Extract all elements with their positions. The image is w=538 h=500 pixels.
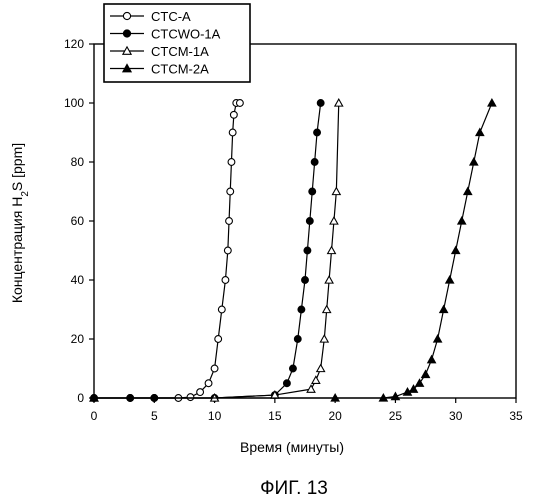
- data-point-ctcm-2a: [476, 129, 484, 136]
- series-ctc-a: [91, 100, 244, 402]
- data-point-ctcm-1a: [323, 306, 331, 313]
- data-point-ctc-a: [224, 247, 231, 254]
- series-line-ctcm-2a: [94, 103, 492, 398]
- legend-label-ctcm-2a: CTCM-2A: [151, 62, 209, 77]
- y-axis-title: Концентрация H2S [ppm]: [9, 143, 31, 303]
- data-point-ctcm-1a: [325, 276, 333, 283]
- data-point-ctcm-2a: [458, 217, 466, 224]
- y-axis-title-main: Концентрация H: [9, 197, 25, 303]
- data-point-ctcm-1a: [328, 247, 336, 254]
- data-point-ctcm-1a: [332, 188, 340, 195]
- x-tick-label: 15: [268, 409, 282, 423]
- data-point-ctcm-1a: [312, 376, 320, 383]
- y-tick-label: 40: [71, 273, 85, 287]
- data-point-ctcwo-1a: [284, 380, 291, 387]
- x-tick-label: 20: [328, 409, 342, 423]
- data-point-ctc-a: [222, 277, 229, 284]
- data-point-ctcwo-1a: [290, 365, 297, 372]
- data-point-ctcm-2a: [464, 188, 472, 195]
- x-tick-label: 0: [91, 409, 98, 423]
- data-point-ctcm-2a: [440, 306, 448, 313]
- data-point-ctcm-2a: [488, 99, 496, 106]
- x-tick-label: 30: [449, 409, 463, 423]
- legend-marker-ctc-a: [123, 12, 130, 19]
- data-point-ctc-a: [197, 389, 204, 396]
- legend: CTC-A CTCWO-1A CTCM-1A CTCM-2A: [104, 4, 250, 82]
- plot-frame: [94, 44, 516, 398]
- data-point-ctc-a: [230, 111, 237, 118]
- series-line-ctcwo-1a: [94, 103, 321, 398]
- data-point-ctcwo-1a: [306, 218, 313, 225]
- figure-caption: ФИГ. 13: [260, 478, 328, 499]
- data-point-ctcm-2a: [416, 379, 424, 386]
- data-point-ctcwo-1a: [298, 306, 305, 313]
- series-line-ctc-a: [94, 103, 240, 398]
- data-point-ctcm-2a: [452, 247, 460, 254]
- data-point-ctcm-1a: [330, 217, 338, 224]
- data-point-ctcm-2a: [446, 276, 454, 283]
- data-point-ctc-a: [227, 188, 234, 195]
- data-point-ctc-a: [228, 159, 235, 166]
- y-tick-label: 20: [71, 332, 85, 346]
- y-tick-label: 100: [64, 96, 84, 110]
- legend-label-ctc-a: CTC-A: [151, 9, 191, 24]
- x-tick-label: 35: [509, 409, 523, 423]
- y-tick-label: 120: [64, 37, 84, 51]
- data-point-ctcm-1a: [307, 385, 315, 392]
- data-point-ctcm-1a: [335, 99, 343, 106]
- data-point-ctc-a: [205, 380, 212, 387]
- legend-label-ctcm-1a: CTCM-1A: [151, 44, 209, 59]
- data-point-ctcwo-1a: [309, 188, 316, 195]
- data-point-ctcwo-1a: [311, 159, 318, 166]
- data-point-ctc-a: [236, 100, 243, 107]
- data-point-ctcwo-1a: [302, 277, 309, 284]
- x-axis-title: Время (минуты): [240, 439, 344, 455]
- legend-label-ctcwo-1a: CTCWO-1A: [151, 27, 221, 42]
- data-point-ctc-a: [211, 365, 218, 372]
- data-point-ctcm-2a: [434, 335, 442, 342]
- data-point-ctcm-2a: [428, 356, 436, 363]
- data-point-ctcm-1a: [320, 335, 328, 342]
- series-ctcm-2a: [90, 99, 496, 401]
- data-point-ctc-a: [218, 306, 225, 313]
- data-point-ctc-a: [187, 394, 194, 401]
- data-point-ctc-a: [215, 336, 222, 343]
- data-point-ctcm-2a: [470, 158, 478, 165]
- data-point-ctcwo-1a: [317, 100, 324, 107]
- x-tick-label: 5: [151, 409, 158, 423]
- data-point-ctc-a: [229, 129, 236, 136]
- y-tick-label: 80: [71, 155, 85, 169]
- data-point-ctc-a: [226, 218, 233, 225]
- x-tick-label: 25: [389, 409, 403, 423]
- x-tick-label: 10: [208, 409, 222, 423]
- y-tick-label: 0: [77, 391, 84, 405]
- data-point-ctcm-1a: [317, 365, 325, 372]
- y-tick-label: 60: [71, 214, 85, 228]
- data-point-ctcwo-1a: [314, 129, 321, 136]
- data-point-ctcm-2a: [422, 370, 430, 377]
- legend-marker-ctcwo-1a: [123, 30, 130, 37]
- series-ctcwo-1a: [91, 100, 324, 402]
- data-point-ctcwo-1a: [294, 336, 301, 343]
- y-axis-title-tail: S [ppm]: [9, 143, 25, 191]
- data-point-ctcwo-1a: [304, 247, 311, 254]
